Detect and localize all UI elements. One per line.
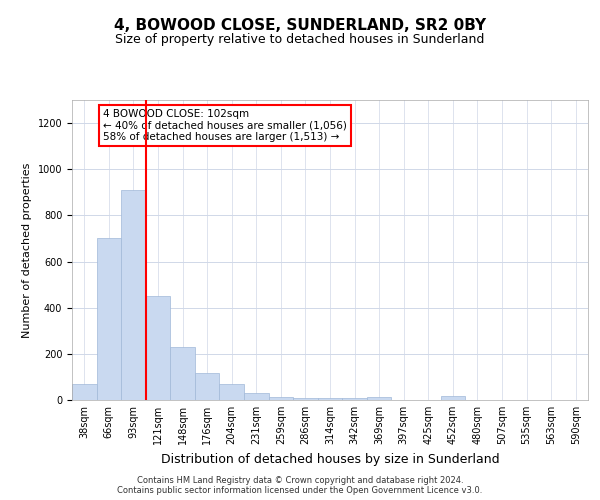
Bar [342,398,367,400]
Text: Contains HM Land Registry data © Crown copyright and database right 2024.
Contai: Contains HM Land Registry data © Crown c… [118,476,482,495]
Bar [72,384,97,400]
Bar [220,384,244,400]
Bar [121,190,146,400]
X-axis label: Distribution of detached houses by size in Sunderland: Distribution of detached houses by size … [161,452,499,466]
Text: Size of property relative to detached houses in Sunderland: Size of property relative to detached ho… [115,32,485,46]
Bar [195,374,220,400]
Bar [244,393,269,400]
Bar [170,347,195,400]
Bar [269,396,293,400]
Text: 4, BOWOOD CLOSE, SUNDERLAND, SR2 0BY: 4, BOWOOD CLOSE, SUNDERLAND, SR2 0BY [114,18,486,32]
Bar [146,296,170,400]
Y-axis label: Number of detached properties: Number of detached properties [22,162,32,338]
Bar [367,396,391,400]
Text: 4 BOWOOD CLOSE: 102sqm
← 40% of detached houses are smaller (1,056)
58% of detac: 4 BOWOOD CLOSE: 102sqm ← 40% of detached… [103,109,347,142]
Bar [293,398,318,400]
Bar [318,398,342,400]
Bar [97,238,121,400]
Bar [440,396,465,400]
